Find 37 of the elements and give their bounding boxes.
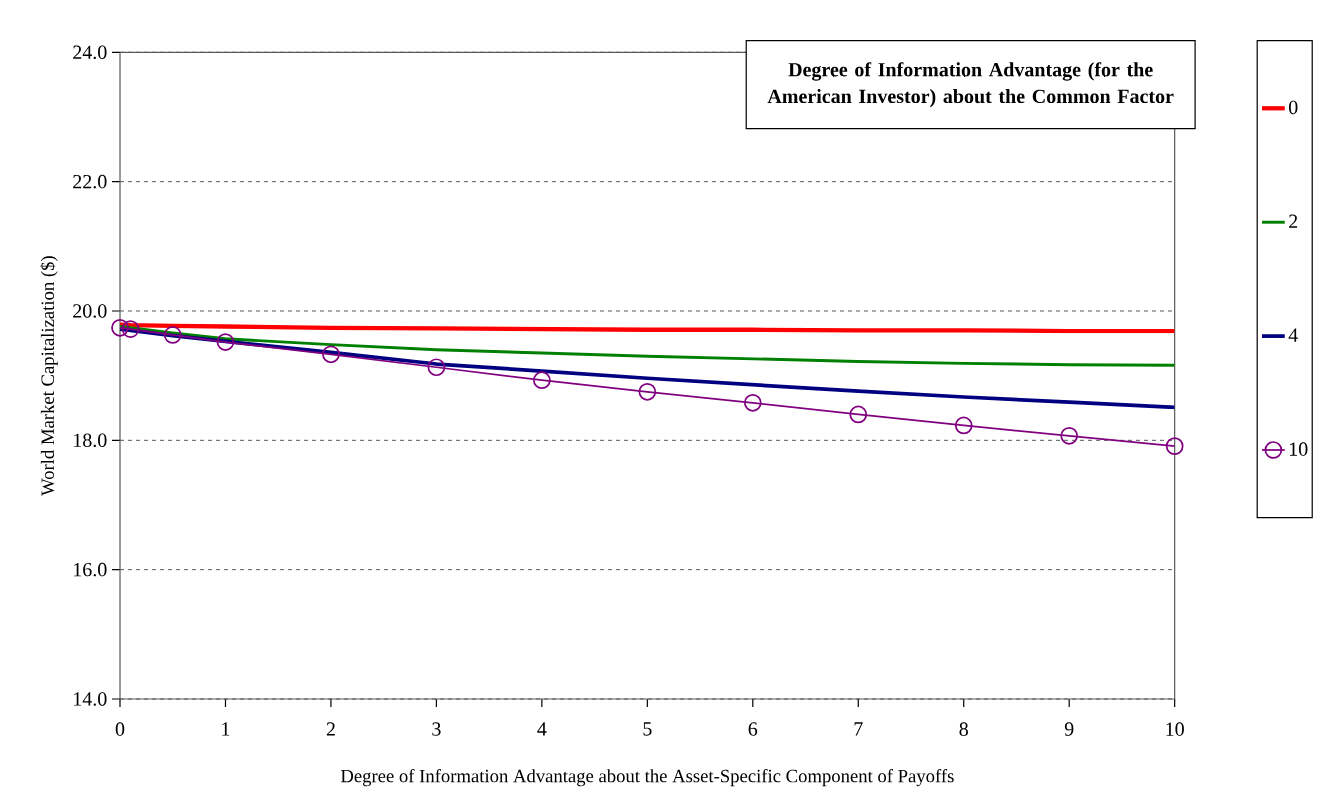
x-tick-label: 7 [854,722,863,736]
point [163,326,182,344]
y-tick-label: 22.0 [73,174,107,189]
x-tick-label: 2 [326,722,335,736]
x-axis-title: Degree of Information Advantage about the Asset-Specific Component of Payoffs [340,769,954,787]
x-tick-label: 4 [537,722,547,736]
point [638,382,657,401]
y-axis-title: World Market Capitalization ($) [40,256,58,496]
y-tick-label: 14.0 [74,692,107,706]
x-tick-label: 5 [643,722,652,736]
point [849,405,868,424]
x-tick-label: 0 [115,722,125,736]
y-tick-label: 16.0 [74,562,107,577]
x-tick-label: 9 [1064,722,1074,736]
point [533,371,551,390]
legend-title: Degree of Information Advantage (for the American Investor) about the Common Factor [767,62,1174,108]
x-tick-label: 1 [222,722,230,736]
legend-label: 10 [1289,442,1308,456]
point [322,345,340,364]
legend-label: 0 [1288,100,1298,115]
point [427,358,446,377]
point [954,416,973,435]
y-tick-label: 18.0 [74,433,107,448]
x-tick-label: 3 [432,722,441,736]
x-tick-label: 10 [1166,722,1184,736]
legend-label: 2 [1289,214,1298,228]
y-tick-label: 24.0 [73,45,107,60]
x-tick-label: 8 [959,722,968,736]
point [1060,426,1079,445]
point [121,320,140,338]
point [743,393,762,412]
point [216,333,235,351]
point [1165,437,1184,456]
point [111,318,129,337]
y-tick-label: 20.0 [73,304,107,318]
x-tick-label: 6 [748,722,758,736]
legend-label: 4 [1288,328,1298,342]
